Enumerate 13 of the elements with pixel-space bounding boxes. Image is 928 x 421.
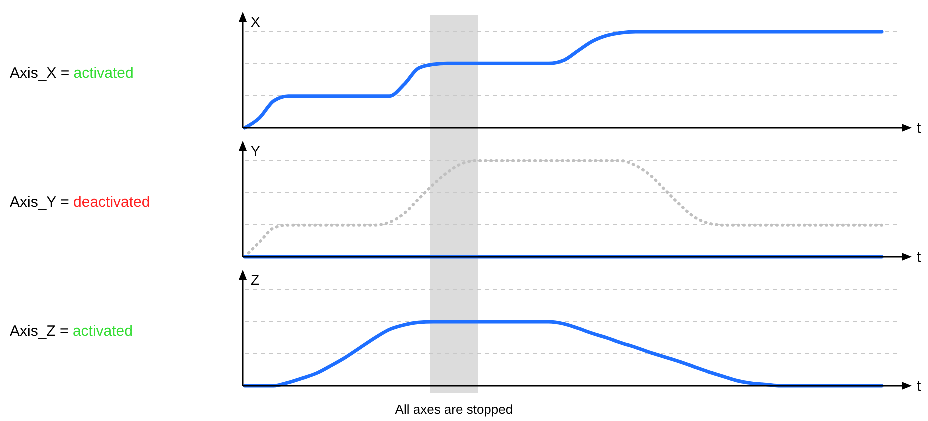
y-axis-title: X [251,14,261,30]
x-axis-title: t [917,249,922,266]
text: Axis_X = [10,65,70,82]
text: activated [70,65,134,82]
text: All axes are stopped [395,402,514,417]
text: Axis_Y = [10,194,70,211]
text: activated [68,323,133,340]
x-axis-title: t [917,378,922,395]
y-axis-title: Z [251,272,260,288]
x-axis-title: t [917,120,922,137]
y-axis-title: Y [251,143,261,159]
text: deactivated [69,194,150,211]
text: Axis_Z = [10,323,70,340]
